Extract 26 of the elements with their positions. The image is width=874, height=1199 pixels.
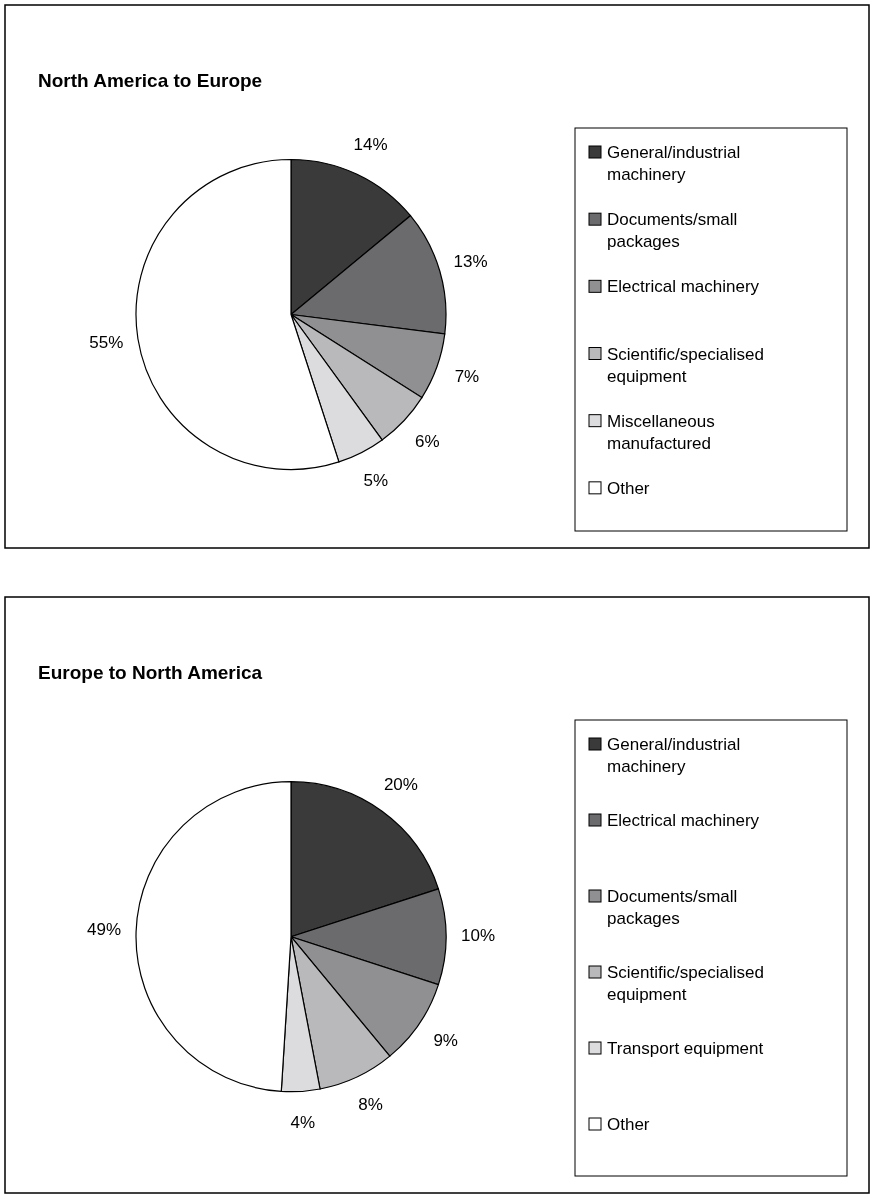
data-label: 13% <box>453 251 488 271</box>
legend-label: Transport equipment <box>607 1039 764 1058</box>
data-label: 7% <box>454 367 480 387</box>
legend-label: General/industrial machinery <box>607 143 741 184</box>
legend-label: Other <box>607 1115 650 1134</box>
data-label: 14% <box>353 134 388 154</box>
legend-label: General/industrial machinery <box>607 735 741 776</box>
legend-label: Documents/small packages <box>607 210 738 252</box>
legend-label: Electrical machinery <box>607 811 760 830</box>
legend-label: Other <box>607 478 650 498</box>
data-label: 6% <box>415 432 440 451</box>
data-label: 55% <box>89 333 124 353</box>
chart-title: North America to Europe <box>38 70 263 91</box>
legend-label: Electrical machinery <box>607 277 760 297</box>
data-label: 8% <box>358 1095 383 1115</box>
data-label: 20% <box>383 774 418 794</box>
data-label: 10% <box>460 926 496 946</box>
data-label: 49% <box>87 920 122 940</box>
legend-label: Scientific/specialised equipment <box>607 963 764 1004</box>
legend-label: Documents/small packages <box>607 887 738 928</box>
data-label: 9% <box>433 1031 458 1051</box>
data-label: 5% <box>363 470 389 490</box>
legend-label: Scientific/specialised equipment <box>607 344 764 386</box>
data-label: 4% <box>290 1112 316 1132</box>
legend-label: Miscellaneous manufactured <box>607 411 715 453</box>
chart-title: Europe to North America <box>38 662 263 683</box>
